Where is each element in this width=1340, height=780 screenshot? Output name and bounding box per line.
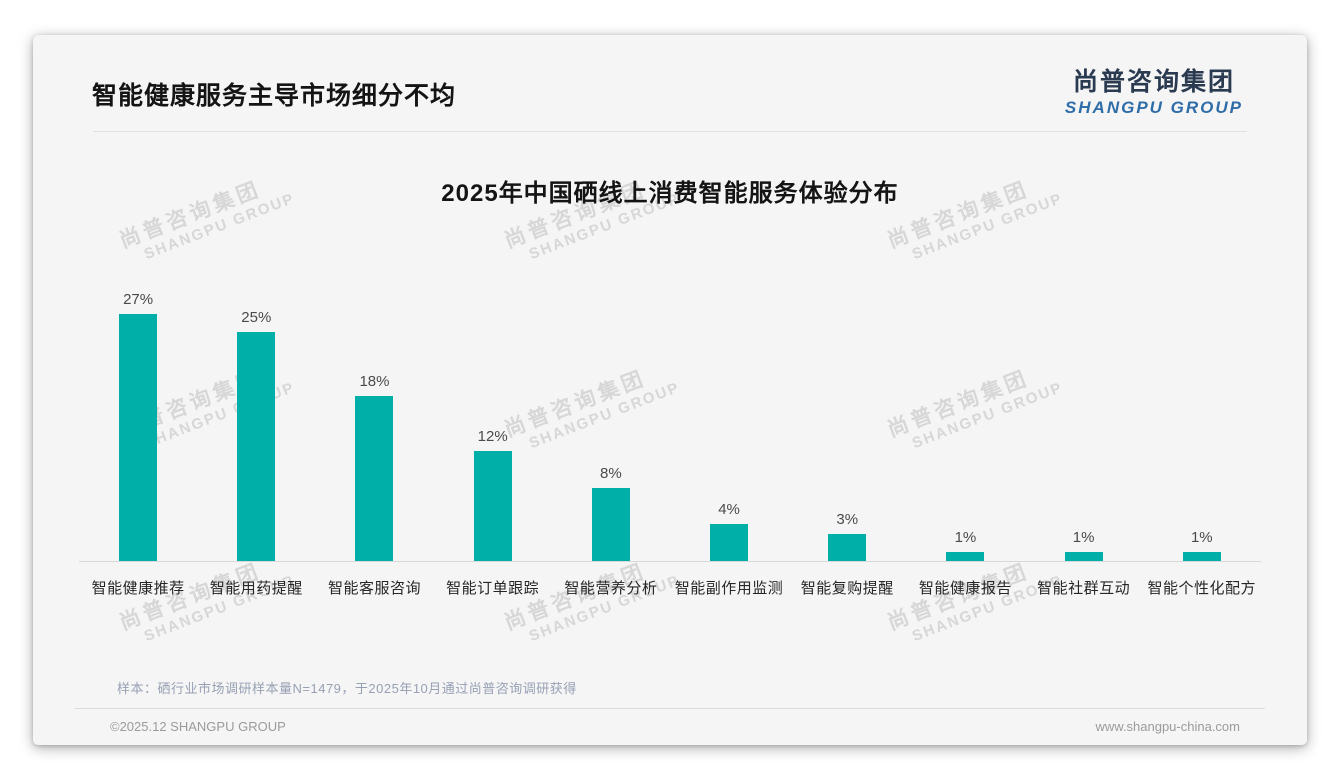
bar-value-label: 25% (241, 309, 272, 327)
bar (473, 451, 512, 561)
bar-chart: 27% 25% 18% 12% 8% 4% 3% 1% 1% 1% 智能健康推荐 智能用药提醒 智能客… (79, 291, 1261, 598)
logo-english-text: SHANGPU GROUP (1064, 98, 1243, 117)
category-label: 智能副作用监测 (674, 580, 784, 597)
bar-value-label: 27% (123, 290, 154, 308)
category-label: 智能营养分析 (564, 580, 658, 597)
bar-group: 8% (552, 465, 670, 561)
bar-value-label: 18% (359, 373, 390, 391)
sample-footnote: 样本：硒行业市场调研样本量N=1479，于2025年10月通过尚普咨询调研获得 (117, 681, 577, 696)
footer: ©2025.12 SHANGPU GROUP www.shangpu-china… (110, 719, 1240, 734)
bar-value-label: 1% (1072, 528, 1095, 546)
bar (710, 524, 749, 561)
bar-group: 3% (788, 511, 906, 561)
bar-value-label: 1% (954, 528, 977, 546)
category-label: 智能用药提醒 (209, 580, 303, 597)
bar-group: 1% (1143, 529, 1261, 561)
copyright-text: ©2025.12 SHANGPU GROUP (110, 719, 286, 734)
website-url: www.shangpu-china.com (1095, 719, 1240, 734)
category-label: 智能复购提醒 (800, 580, 894, 597)
category-label: 智能健康报告 (918, 580, 1012, 597)
bar-group: 25% (197, 309, 315, 561)
bar-group: 18% (315, 373, 433, 561)
bar-group: 12% (434, 428, 552, 561)
company-logo: 尚普咨询集团 SHANGPU GROUP (1065, 68, 1243, 118)
category-label: 智能健康推荐 (91, 580, 185, 597)
chart-title: 2025年中国硒线上消费智能服务体验分布 (441, 180, 899, 207)
category-label: 智能社群互动 (1037, 580, 1131, 597)
bar-value-label: 4% (718, 501, 740, 519)
bar-group: 4% (670, 501, 788, 561)
bar (355, 396, 394, 561)
bar (237, 332, 276, 561)
bar (119, 313, 158, 561)
bar (1182, 551, 1221, 561)
header: 智能健康服务主导市场细分不均 尚普咨询集团 SHANGPU GROUP (33, 35, 1307, 118)
category-label: 智能个性化配方 (1147, 580, 1257, 597)
bar (828, 533, 867, 561)
category-label: 智能客服咨询 (327, 580, 421, 597)
bar-group: 1% (906, 529, 1024, 561)
bar-group: 1% (1025, 529, 1143, 561)
bar (591, 487, 630, 561)
bar-value-label: 3% (836, 510, 859, 528)
footer-divider (75, 708, 1265, 709)
bar-value-label: 12% (477, 428, 508, 446)
chart-category-axis: 智能健康推荐 智能用药提醒 智能客服咨询 智能订单跟踪 智能营养分析 智能副作用监测 智能复… (79, 562, 1261, 598)
bar-group: 27% (79, 291, 197, 561)
page-title: 智能健康服务主导市场细分不均 (92, 82, 457, 110)
slide-card: 尚普咨询集团 SHANGPU GROUP 尚普咨询集团 SHANGPU GROUP 尚普… (33, 35, 1307, 745)
bar-value-label: 8% (600, 464, 622, 482)
chart-plot-area: 27% 25% 18% 12% 8% 4% 3% 1% 1% 1% (79, 291, 1261, 562)
header-divider (93, 131, 1247, 132)
category-label: 智能订单跟踪 (446, 580, 540, 597)
bar (1064, 551, 1103, 561)
logo-chinese-text: 尚普咨询集团 (1072, 68, 1235, 96)
bar (946, 551, 985, 561)
bar-value-label: 1% (1190, 528, 1213, 546)
